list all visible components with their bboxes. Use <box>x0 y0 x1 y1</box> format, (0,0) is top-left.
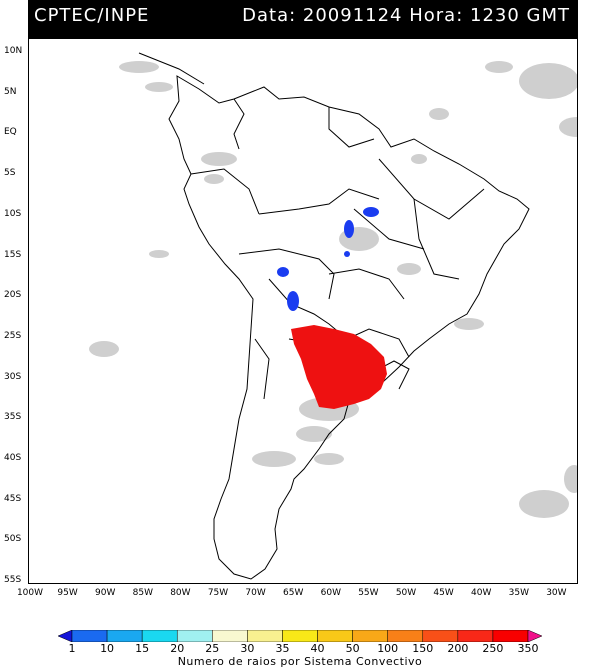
colorbar-segment <box>527 630 542 642</box>
lat-label: 20S <box>4 290 22 301</box>
lon-label: 80W <box>170 588 191 598</box>
lat-label: 10N <box>4 46 23 56</box>
red-cells <box>291 325 387 409</box>
colorbar-segment <box>212 630 248 642</box>
colorbar-segment <box>58 630 73 642</box>
lat-label: 40S <box>4 453 22 463</box>
lon-label: 90W <box>95 588 116 598</box>
colorbar-tick-label: 350 <box>517 642 539 655</box>
colorbar-tick-label: 10 <box>100 642 115 655</box>
colorbar-tick-label: 25 <box>205 642 220 655</box>
colorbar-segment <box>457 630 494 642</box>
header-bar: CPTEC/INPE Data: 20091124 Hora: 1230 GMT <box>28 0 578 38</box>
lat-label: 15S <box>4 249 22 260</box>
lon-label: 70W <box>245 588 266 598</box>
lon-label: 55W <box>358 588 379 598</box>
colorbar-segment <box>492 630 529 642</box>
source-label: CPTEC/INPE <box>34 5 150 26</box>
lon-label: 75W <box>207 588 229 598</box>
map-canvas <box>89 52 577 580</box>
lat-label: 50S <box>4 534 22 545</box>
colorbar-caption: Numero de raios por Sistema Convectivo <box>177 655 423 668</box>
lat-label: 35S <box>4 412 22 423</box>
colorbar-tick-label: 35 <box>275 642 290 655</box>
cloud-cover <box>89 61 577 518</box>
colorbar-segment <box>106 630 143 642</box>
lat-label: EQ <box>4 127 17 138</box>
lon-label: 35W <box>508 588 529 598</box>
colorbar-tick-label: 100 <box>377 642 399 655</box>
map-frame <box>28 38 578 584</box>
colorbar-segment <box>317 630 353 642</box>
datetime-label: Data: 20091124 Hora: 1230 GMT <box>242 5 570 26</box>
lon-label: 40W <box>471 588 492 598</box>
lon-label: 60W <box>320 588 341 598</box>
colorbar-tick-label: 1 <box>68 642 76 655</box>
lon-label: 100W <box>16 588 44 598</box>
lat-label: 30S <box>4 371 22 382</box>
colorbar-tick-label: 20 <box>170 642 185 655</box>
lon-label: 30W <box>546 588 567 598</box>
lat-label: 5S <box>4 168 16 179</box>
lon-label: 50W <box>395 588 417 598</box>
colorbar-segment <box>141 630 178 642</box>
lon-label: 45W <box>433 588 454 598</box>
lat-label: 5N <box>4 86 17 97</box>
coastline <box>138 52 530 580</box>
lon-label: 65W <box>283 588 304 598</box>
colorbar-tick-label: 15 <box>135 642 150 655</box>
colorbar-segment <box>176 630 213 642</box>
colorbar-tick-label: 150 <box>412 642 434 655</box>
lat-label: 25S <box>4 330 22 341</box>
lat-label: 55S <box>4 575 22 586</box>
lon-label: 95W <box>57 588 78 598</box>
blue-cells <box>277 207 379 311</box>
colorbar-segment <box>422 630 459 642</box>
colorbar-tick-label: 200 <box>447 642 469 655</box>
lat-label: 45S <box>4 493 22 504</box>
colorbar-segment <box>282 630 318 642</box>
lon-label: 85W <box>132 588 153 598</box>
colorbar-segment <box>352 630 388 642</box>
lat-label: 10S <box>4 208 22 219</box>
colorbar <box>58 630 542 642</box>
colorbar-tick-label: 250 <box>482 642 504 655</box>
colorbar-segment <box>247 630 283 642</box>
colorbar-tick-label: 40 <box>310 642 325 655</box>
colorbar-tick-label: 50 <box>345 642 360 655</box>
colorbar-segment <box>71 630 108 642</box>
colorbar-segment <box>387 630 424 642</box>
colorbar-tick-label: 30 <box>240 642 255 655</box>
